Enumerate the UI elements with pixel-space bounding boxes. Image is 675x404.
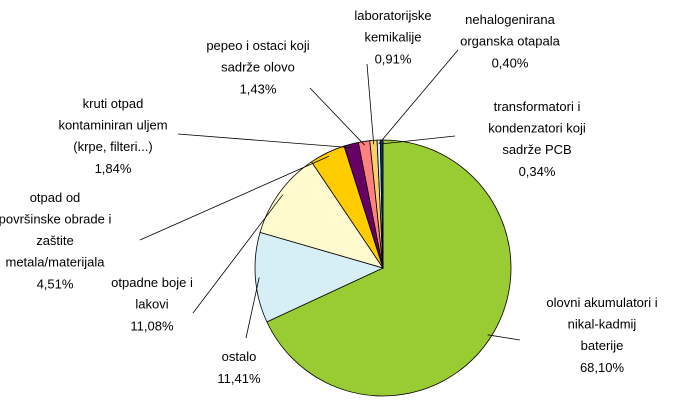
value-label: 11,08% — [130, 318, 174, 333]
slice-label: ostalo — [222, 349, 257, 364]
leader-line — [192, 194, 284, 314]
leader-line — [381, 135, 456, 145]
slice-label: laboratorijske kemikalije — [354, 8, 431, 45]
leader-line — [309, 87, 365, 146]
leader-line — [487, 334, 521, 341]
value-label: 4,51% — [37, 276, 74, 291]
slice-label: nehalogenirana organska otapala — [460, 12, 561, 49]
leader-line — [245, 277, 260, 339]
value-label: 0,34% — [519, 164, 556, 179]
pie-slice — [254, 231, 385, 323]
pie-slice — [259, 161, 384, 269]
value-label: 1,84% — [95, 161, 132, 176]
slice-label: olovni akumulatori i nikal-kadmij baterije — [546, 295, 657, 353]
value-label: 68,10% — [580, 360, 625, 375]
value-label: 0,91% — [375, 51, 412, 66]
slice-label: transformatori i kondenzatori koji sadrže … — [488, 99, 586, 157]
slice-label: otpadne boje i lakovi — [111, 275, 193, 312]
value-label: 11,41% — [217, 371, 261, 386]
pie-slice — [379, 139, 384, 269]
value-label: 0,40% — [492, 55, 529, 70]
leader-line — [177, 133, 353, 149]
leader-line — [378, 49, 459, 145]
slice-label: pepeo i ostaci koji sadrže olovo — [206, 38, 309, 75]
leader-line — [366, 63, 375, 145]
pie-slice — [266, 139, 512, 397]
value-label: 1,43% — [240, 81, 277, 96]
slice-label: kruti otpad kontaminiran uljem (krpe, filt… — [58, 96, 167, 154]
leader-line — [139, 155, 330, 241]
slice-label: otpad od površinske obrade i zaštite metala… — [0, 190, 111, 270]
